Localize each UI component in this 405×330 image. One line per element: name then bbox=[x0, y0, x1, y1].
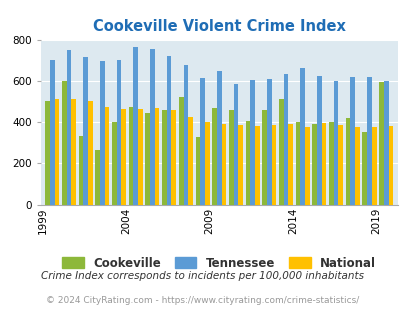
Text: © 2024 CityRating.com - https://www.cityrating.com/crime-statistics/: © 2024 CityRating.com - https://www.city… bbox=[46, 296, 359, 305]
Bar bbox=[254, 126, 259, 205]
Bar bbox=[45, 102, 50, 205]
Bar bbox=[333, 81, 338, 205]
Bar bbox=[200, 78, 205, 205]
Bar bbox=[262, 110, 266, 205]
Bar bbox=[138, 109, 143, 205]
Bar bbox=[50, 60, 55, 205]
Bar bbox=[321, 123, 326, 205]
Bar bbox=[178, 97, 183, 205]
Bar bbox=[79, 136, 83, 205]
Bar bbox=[128, 107, 133, 205]
Bar bbox=[388, 126, 392, 205]
Bar bbox=[150, 49, 154, 205]
Bar bbox=[354, 127, 359, 205]
Bar bbox=[212, 108, 216, 205]
Bar bbox=[117, 60, 121, 205]
Bar bbox=[183, 65, 188, 205]
Bar bbox=[238, 125, 242, 205]
Bar bbox=[233, 84, 238, 205]
Bar bbox=[271, 125, 276, 205]
Bar bbox=[266, 79, 271, 205]
Bar bbox=[311, 124, 316, 205]
Bar bbox=[166, 56, 171, 205]
Bar bbox=[371, 127, 375, 205]
Bar bbox=[66, 50, 71, 205]
Bar bbox=[362, 132, 366, 205]
Bar bbox=[295, 122, 300, 205]
Legend: Cookeville, Tennessee, National: Cookeville, Tennessee, National bbox=[62, 257, 375, 270]
Bar bbox=[83, 57, 88, 205]
Bar bbox=[188, 117, 192, 205]
Bar bbox=[95, 150, 100, 205]
Bar bbox=[62, 81, 66, 205]
Bar bbox=[338, 125, 342, 205]
Bar bbox=[71, 99, 76, 205]
Title: Cookeville Violent Crime Index: Cookeville Violent Crime Index bbox=[93, 19, 345, 34]
Bar bbox=[366, 77, 371, 205]
Bar bbox=[228, 110, 233, 205]
Bar bbox=[328, 122, 333, 205]
Bar bbox=[162, 110, 166, 205]
Bar bbox=[278, 99, 283, 205]
Bar bbox=[245, 121, 249, 205]
Bar bbox=[205, 122, 209, 205]
Bar bbox=[316, 76, 321, 205]
Bar bbox=[154, 108, 159, 205]
Bar bbox=[100, 61, 104, 205]
Bar bbox=[145, 113, 150, 205]
Bar bbox=[216, 71, 221, 205]
Bar bbox=[104, 107, 109, 205]
Bar bbox=[383, 81, 388, 205]
Bar bbox=[300, 69, 304, 205]
Bar bbox=[304, 127, 309, 205]
Bar bbox=[249, 80, 254, 205]
Bar bbox=[133, 47, 138, 205]
Bar bbox=[221, 124, 226, 205]
Bar bbox=[378, 82, 383, 205]
Text: Crime Index corresponds to incidents per 100,000 inhabitants: Crime Index corresponds to incidents per… bbox=[41, 271, 364, 280]
Bar bbox=[121, 109, 126, 205]
Bar bbox=[112, 122, 117, 205]
Bar bbox=[88, 102, 92, 205]
Bar bbox=[171, 110, 176, 205]
Bar bbox=[55, 99, 59, 205]
Bar bbox=[350, 77, 354, 205]
Bar bbox=[345, 118, 350, 205]
Bar bbox=[283, 74, 288, 205]
Bar bbox=[195, 137, 200, 205]
Bar bbox=[288, 124, 292, 205]
